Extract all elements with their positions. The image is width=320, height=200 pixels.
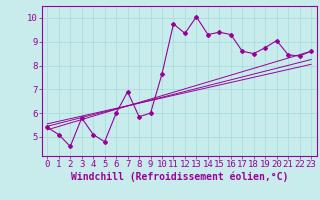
X-axis label: Windchill (Refroidissement éolien,°C): Windchill (Refroidissement éolien,°C) (70, 172, 288, 182)
